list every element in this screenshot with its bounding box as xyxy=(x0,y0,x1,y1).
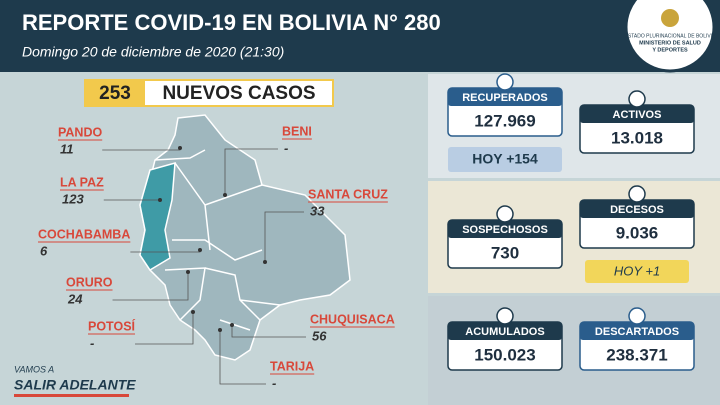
leader-line xyxy=(224,148,278,195)
department-name: CHUQUISACA xyxy=(310,312,395,326)
department-value: - xyxy=(284,140,288,155)
department-value: - xyxy=(272,375,276,390)
department-value: 24 xyxy=(67,291,83,306)
stat-header xyxy=(580,322,694,340)
today-box xyxy=(448,147,562,172)
stat-header xyxy=(448,322,562,340)
today-value: HOY +154 xyxy=(472,151,538,167)
stat-value: 127.969 xyxy=(474,111,535,130)
today-value: HOY +1 xyxy=(614,263,660,278)
stat-label: RECUPERADOS xyxy=(462,92,548,104)
stat-icon xyxy=(496,73,514,91)
logo-text: MINISTERIO DE SALUD xyxy=(639,40,701,46)
leader-dot xyxy=(223,193,227,197)
department-name: ORURO xyxy=(66,275,113,289)
banner-count: 253 xyxy=(99,83,131,104)
leader-line xyxy=(264,211,304,262)
stat-label: SOSPECHOSOS xyxy=(462,224,548,236)
department-value: 11 xyxy=(60,141,74,156)
stat-icon xyxy=(628,185,646,203)
logo-text: ESTADO PLURINACIONAL DE BOLIVIA xyxy=(625,33,717,39)
stat-icon xyxy=(496,307,514,325)
stat-icon xyxy=(628,307,646,325)
leader-dot xyxy=(263,260,267,264)
stat-icon xyxy=(496,205,514,223)
slogan-stripe xyxy=(14,394,129,397)
department-name: SANTA CRUZ xyxy=(308,187,388,201)
stat-header xyxy=(580,200,694,218)
stat-label: ACTIVOS xyxy=(613,109,662,121)
department-name: PANDO xyxy=(58,125,102,139)
stat-icon xyxy=(628,90,646,108)
leader-dot xyxy=(178,146,182,150)
leader-line xyxy=(112,272,189,301)
leader-dot xyxy=(186,270,190,274)
stat-label: DESCARTADOS xyxy=(595,326,679,338)
stat-value: 730 xyxy=(491,243,519,262)
leader-dot xyxy=(218,328,222,332)
leader-dot xyxy=(230,323,234,327)
banner-count-bg xyxy=(85,80,145,106)
department-borders xyxy=(154,149,281,331)
header-bar xyxy=(0,0,720,72)
stat-label: ACUMULADOS xyxy=(465,326,544,338)
department-name: TARIJA xyxy=(270,359,314,373)
stat-header xyxy=(580,105,694,123)
department-name: BENI xyxy=(282,124,312,138)
department-value: 56 xyxy=(312,328,327,343)
department-value: - xyxy=(90,335,94,350)
slogan: VAMOS A xyxy=(14,364,54,374)
stat-header xyxy=(448,220,562,238)
stat-header xyxy=(448,88,562,106)
banner-label: NUEVOS CASOS xyxy=(162,83,315,104)
map xyxy=(139,114,351,361)
leader-dot xyxy=(198,248,202,252)
leader-line xyxy=(219,330,266,385)
leader-line xyxy=(135,312,194,345)
logo-emblem xyxy=(661,9,679,27)
leader-dot xyxy=(191,310,195,314)
department-value: 33 xyxy=(310,203,325,218)
department-value: 6 xyxy=(40,243,48,258)
logo-text: Y DEPORTES xyxy=(652,47,688,53)
leader-line xyxy=(231,325,306,338)
department-name: POTOSÍ xyxy=(88,318,136,333)
logo-circle xyxy=(624,0,716,73)
stat-value: 9.036 xyxy=(616,223,659,242)
department-name: COCHABAMBA xyxy=(38,227,130,241)
slogan: SALIR ADELANTE xyxy=(14,377,136,393)
department-value: 123 xyxy=(62,191,84,206)
title: REPORTE COVID-19 EN BOLIVIA N° 280 xyxy=(22,10,441,35)
stat-value: 13.018 xyxy=(611,128,663,147)
stat-label: DECESOS xyxy=(610,204,664,216)
stat-value: 150.023 xyxy=(474,345,535,364)
leader-dot xyxy=(158,198,162,202)
today-box xyxy=(585,260,689,283)
department-name: LA PAZ xyxy=(60,175,104,189)
date: Domingo 20 de diciembre de 2020 (21:30) xyxy=(22,44,284,60)
stat-value: 238.371 xyxy=(606,345,667,364)
la-paz-region xyxy=(139,161,176,272)
